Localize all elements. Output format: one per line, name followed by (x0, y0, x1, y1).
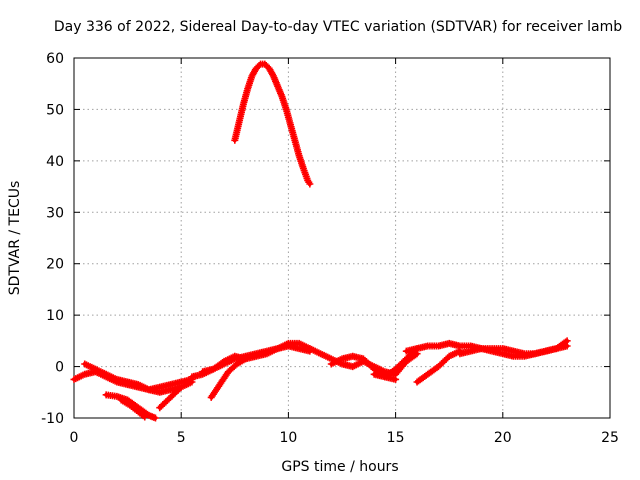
series-line (209, 356, 248, 400)
x-axis-label: GPS time / hours (281, 459, 398, 475)
y-tick-label: 10 (46, 308, 64, 324)
series-line (157, 380, 194, 410)
series-line (119, 398, 147, 419)
x-tick-label: 25 (601, 430, 619, 446)
axis-ticks: 0 5 10 15 20 25 -10 0 10 20 30 40 50 60 (41, 51, 619, 446)
series-track-rise-b (207, 355, 250, 401)
y-tick-label: 50 (46, 102, 64, 118)
series-track-end-2 (413, 347, 464, 386)
y-tick-label: 40 (46, 154, 64, 170)
series-track-peak (231, 60, 314, 188)
chart-title: Day 336 of 2022, Sidereal Day-to-day VTE… (54, 19, 622, 35)
x-tick-label: 15 (387, 430, 405, 446)
y-tick-label: -10 (41, 411, 64, 427)
data-layer (70, 60, 571, 422)
series-line (372, 346, 420, 379)
y-axis-label: SDTVAR / TECUs (7, 181, 23, 296)
series-track-end-3 (456, 342, 571, 360)
y-tick-label: 0 (55, 360, 64, 376)
series-line (200, 344, 312, 374)
plot-frame (73, 57, 611, 419)
y-tick-label: 20 (46, 257, 64, 273)
x-tick-label: 5 (177, 430, 186, 446)
x-tick-label: 0 (70, 430, 79, 446)
series-track-dip-2 (117, 396, 149, 421)
x-tick-label: 10 (279, 430, 297, 446)
series-line (415, 349, 462, 384)
series-track-rise (156, 378, 196, 412)
y-tick-label: 30 (46, 205, 64, 221)
series-line (82, 362, 184, 395)
x-tick-label: 20 (494, 430, 512, 446)
series-line (104, 392, 158, 420)
series-track-arc-upper (81, 360, 185, 396)
y-tick-label: 60 (46, 51, 64, 67)
series-track-late-2 (327, 352, 400, 383)
series-track-mid-2 (199, 342, 314, 376)
series-line (457, 344, 570, 359)
series-line (232, 62, 312, 186)
